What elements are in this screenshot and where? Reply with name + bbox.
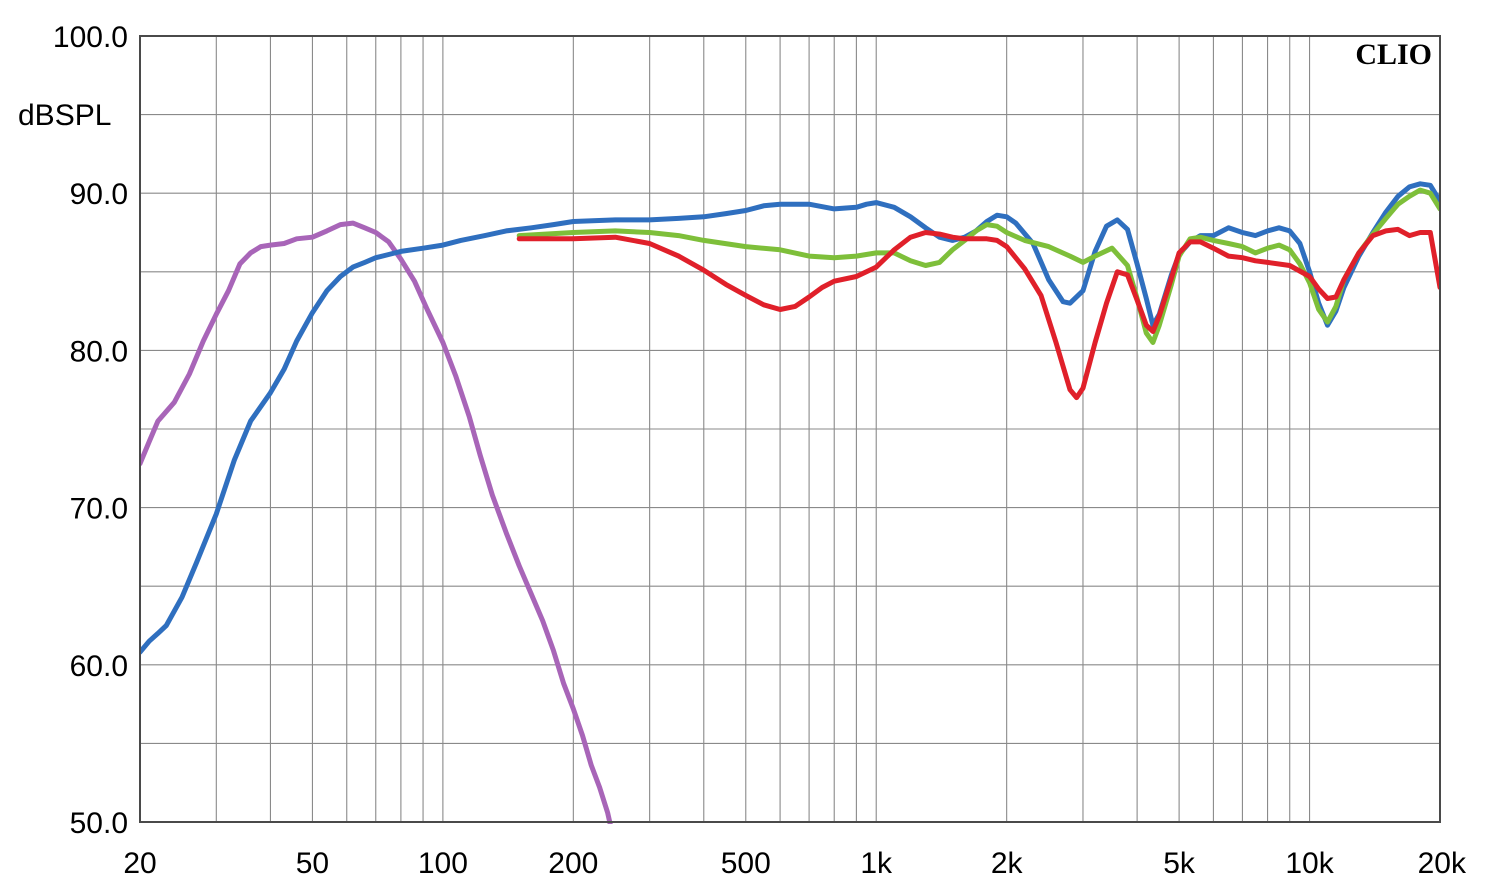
- y-axis-tick-labels: 100.0 90.0 80.0 70.0 60.0 50.0: [53, 21, 128, 840]
- plot-area: [140, 181, 1440, 824]
- x-tick-label: 10k: [1285, 847, 1334, 880]
- grid: [140, 36, 1440, 822]
- response-curve-3: [516, 187, 1440, 345]
- x-axis-tick-labels: 20 50 100 200 500 1k 2k 5k 10k 20k: [123, 847, 1467, 880]
- x-tick-label: 5k: [1163, 847, 1196, 880]
- response-curve-2: [140, 181, 1440, 655]
- x-tick-label: 20k: [1418, 847, 1467, 880]
- y-tick-label: 50.0: [70, 807, 128, 840]
- y-tick-label: 60.0: [70, 650, 128, 683]
- y-tick-label: 90.0: [70, 178, 128, 211]
- x-tick-label: 1k: [860, 847, 893, 880]
- brand-label: CLIO: [1355, 38, 1432, 71]
- x-tick-label: 2k: [991, 847, 1024, 880]
- x-tick-label: 500: [721, 847, 771, 880]
- x-tick-label: 50: [296, 847, 329, 880]
- response-curve-1: [140, 220, 613, 824]
- y-tick-label: 70.0: [70, 493, 128, 526]
- y-tick-label: 100.0: [53, 21, 128, 54]
- x-tick-label: 100: [418, 847, 468, 880]
- y-axis-label: dBSPL: [18, 99, 111, 132]
- y-tick-label: 80.0: [70, 335, 128, 368]
- x-tick-label: 200: [548, 847, 598, 880]
- x-tick-label: 20: [123, 847, 156, 880]
- plot-frame: [139, 35, 1441, 823]
- response-curve-4: [516, 226, 1440, 401]
